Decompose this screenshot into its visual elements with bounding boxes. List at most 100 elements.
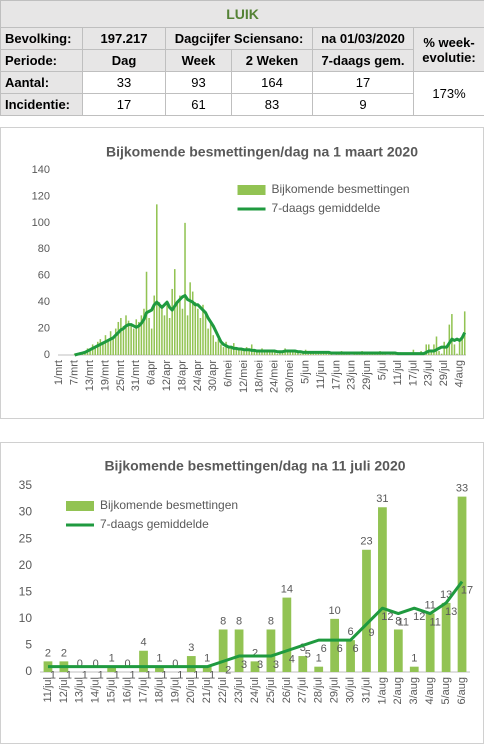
line-value-label: 6 — [321, 643, 327, 655]
bar — [458, 340, 461, 355]
bar — [112, 336, 114, 355]
x-tick-label: 21/jul — [201, 677, 213, 703]
bar — [286, 351, 289, 355]
bar-value-label: 2 — [45, 647, 51, 659]
x-tick-label: 24/mei — [269, 360, 281, 393]
bar — [222, 347, 225, 355]
line-value-label: 13 — [445, 606, 457, 618]
bar — [227, 345, 230, 355]
y-tick-label: 20 — [38, 322, 50, 334]
table-row: Periode: Dag Week 2 Weken 7-daags gem. — [0, 49, 484, 72]
bar — [453, 344, 456, 355]
line-value-label: 4 — [289, 654, 295, 666]
x-tick-label: 29/jul — [329, 677, 341, 703]
bar — [143, 308, 145, 355]
x-tick-label: 23/jul — [233, 677, 245, 703]
y-tick-label: 60 — [38, 270, 50, 282]
bar — [168, 318, 171, 355]
x-tick-label: 29/jul — [438, 360, 450, 386]
legend-label: 7-daags gemiddelde — [272, 201, 381, 215]
bar — [156, 204, 158, 355]
chart-frame — [0, 442, 484, 744]
bar — [127, 320, 130, 355]
bar — [89, 349, 91, 355]
x-tick-label: 29/jun — [361, 360, 373, 390]
cell: 17 — [312, 71, 414, 94]
bar — [202, 666, 212, 672]
x-tick-label: 27/jul — [297, 677, 309, 703]
line-value-label: 1 — [98, 670, 104, 682]
x-tick-label: 23/jul — [423, 360, 435, 386]
bar — [346, 640, 355, 672]
legend-swatch — [66, 501, 94, 511]
bar — [266, 629, 276, 672]
bar — [104, 335, 107, 355]
line-value-label: 6 — [337, 643, 343, 655]
bar — [181, 308, 184, 355]
x-tick-label: 13/mrt — [84, 360, 96, 391]
line-value-label: 12 — [413, 611, 425, 623]
bar-value-label: 8 — [236, 615, 242, 627]
x-tick-label: 25/mrt — [115, 360, 127, 391]
bar — [153, 295, 155, 355]
bar — [435, 336, 438, 355]
x-tick-label: 31/mrt — [130, 360, 142, 391]
x-tick-label: 12/mei — [238, 360, 250, 393]
bar — [97, 341, 99, 355]
bar — [238, 349, 240, 355]
bar — [209, 321, 212, 355]
line-value-label: 1 — [145, 670, 151, 682]
summary-table: LUIK Bevolking: 197.217 Dagcijfer Sciens… — [0, 0, 484, 116]
bar — [158, 302, 161, 355]
cell: Dagcijfer Sciensano: — [165, 27, 313, 50]
legend-label: Bijkomende besmettingen — [272, 182, 410, 196]
y-tick-label: 5 — [25, 638, 32, 652]
bar — [130, 323, 132, 355]
line-value-label: 1 — [193, 670, 199, 682]
bar — [327, 353, 330, 355]
bar — [109, 331, 112, 355]
y-tick-label: 40 — [38, 296, 50, 308]
x-tick-label: 11/jul — [42, 677, 54, 702]
bar — [409, 666, 419, 672]
bar-value-label: 11 — [424, 599, 435, 611]
y-tick-label: 0 — [44, 349, 50, 361]
line-value-label: 5 — [305, 648, 311, 660]
bar — [235, 347, 238, 355]
bar — [253, 351, 256, 355]
bar — [430, 352, 433, 355]
cell: Periode: — [0, 49, 83, 72]
bar-value-label: 2 — [252, 647, 258, 659]
bar — [166, 304, 168, 355]
x-tick-label: 5/jul — [377, 360, 389, 380]
legend-label: Bijkomende besmettingen — [100, 498, 238, 512]
y-tick-label: 0 — [25, 664, 32, 678]
line-value-label: 9 — [368, 627, 374, 639]
bar-value-label: 1 — [204, 653, 210, 665]
cell: 164 — [231, 71, 313, 94]
legend-label: 7-daags gemiddelde — [100, 517, 209, 531]
x-tick-label: 30/apr — [207, 360, 219, 392]
line-value-label: 2 — [225, 664, 231, 676]
bar — [276, 353, 279, 355]
x-tick-label: 5/jun — [300, 360, 312, 384]
bar — [186, 656, 196, 672]
x-tick-label: 17/jul — [137, 677, 149, 703]
bar — [212, 335, 215, 355]
x-tick-label: 24/jul — [249, 677, 261, 703]
y-tick-label: 30 — [19, 505, 33, 519]
bar — [445, 347, 448, 355]
x-tick-label: 6/mei — [223, 360, 235, 387]
x-tick-label: 11/jun — [315, 360, 327, 389]
x-tick-label: 20/jul — [185, 677, 197, 703]
x-tick-label: 18/apr — [176, 360, 188, 392]
bar — [176, 302, 179, 355]
y-tick-label: 35 — [19, 478, 33, 492]
line-value-label: 3 — [257, 659, 263, 671]
line-value-label: 1 — [114, 670, 120, 682]
bar-value-label: 0 — [77, 658, 83, 670]
cell: Dag — [82, 49, 166, 72]
bar — [191, 291, 194, 355]
bar — [263, 351, 266, 355]
x-tick-label: 6/aug — [456, 677, 468, 705]
